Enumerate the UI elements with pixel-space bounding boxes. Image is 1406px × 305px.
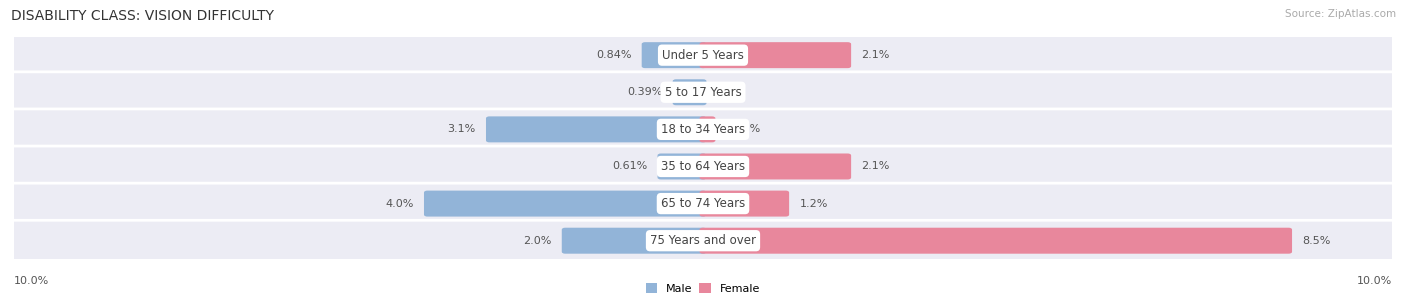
Text: 0.0%: 0.0% bbox=[717, 87, 745, 97]
Text: 10.0%: 10.0% bbox=[14, 276, 49, 286]
Legend: Male, Female: Male, Female bbox=[647, 283, 759, 294]
Text: 0.39%: 0.39% bbox=[627, 87, 662, 97]
FancyBboxPatch shape bbox=[11, 220, 1395, 261]
Text: 1.2%: 1.2% bbox=[800, 199, 828, 209]
FancyBboxPatch shape bbox=[562, 228, 706, 254]
Text: 75 Years and over: 75 Years and over bbox=[650, 234, 756, 247]
Text: 0.13%: 0.13% bbox=[725, 124, 761, 135]
Text: 0.84%: 0.84% bbox=[596, 50, 631, 60]
FancyBboxPatch shape bbox=[700, 117, 716, 142]
FancyBboxPatch shape bbox=[700, 228, 1292, 254]
Text: 65 to 74 Years: 65 to 74 Years bbox=[661, 197, 745, 210]
Text: 18 to 34 Years: 18 to 34 Years bbox=[661, 123, 745, 136]
FancyBboxPatch shape bbox=[672, 79, 706, 105]
Text: 2.1%: 2.1% bbox=[862, 50, 890, 60]
FancyBboxPatch shape bbox=[425, 191, 706, 217]
FancyBboxPatch shape bbox=[700, 153, 851, 179]
FancyBboxPatch shape bbox=[11, 183, 1395, 224]
FancyBboxPatch shape bbox=[11, 109, 1395, 150]
Text: 35 to 64 Years: 35 to 64 Years bbox=[661, 160, 745, 173]
Text: 8.5%: 8.5% bbox=[1302, 236, 1330, 246]
Text: Source: ZipAtlas.com: Source: ZipAtlas.com bbox=[1285, 9, 1396, 19]
Text: 10.0%: 10.0% bbox=[1357, 276, 1392, 286]
FancyBboxPatch shape bbox=[700, 42, 851, 68]
Text: Under 5 Years: Under 5 Years bbox=[662, 49, 744, 62]
FancyBboxPatch shape bbox=[486, 117, 706, 142]
FancyBboxPatch shape bbox=[11, 146, 1395, 187]
FancyBboxPatch shape bbox=[641, 42, 706, 68]
FancyBboxPatch shape bbox=[11, 72, 1395, 113]
Text: 5 to 17 Years: 5 to 17 Years bbox=[665, 86, 741, 99]
FancyBboxPatch shape bbox=[700, 191, 789, 217]
Text: 2.1%: 2.1% bbox=[862, 161, 890, 171]
FancyBboxPatch shape bbox=[658, 153, 706, 179]
Text: DISABILITY CLASS: VISION DIFFICULTY: DISABILITY CLASS: VISION DIFFICULTY bbox=[11, 9, 274, 23]
Text: 0.61%: 0.61% bbox=[612, 161, 647, 171]
FancyBboxPatch shape bbox=[11, 35, 1395, 76]
Text: 3.1%: 3.1% bbox=[447, 124, 475, 135]
Text: 4.0%: 4.0% bbox=[385, 199, 413, 209]
Text: 2.0%: 2.0% bbox=[523, 236, 551, 246]
